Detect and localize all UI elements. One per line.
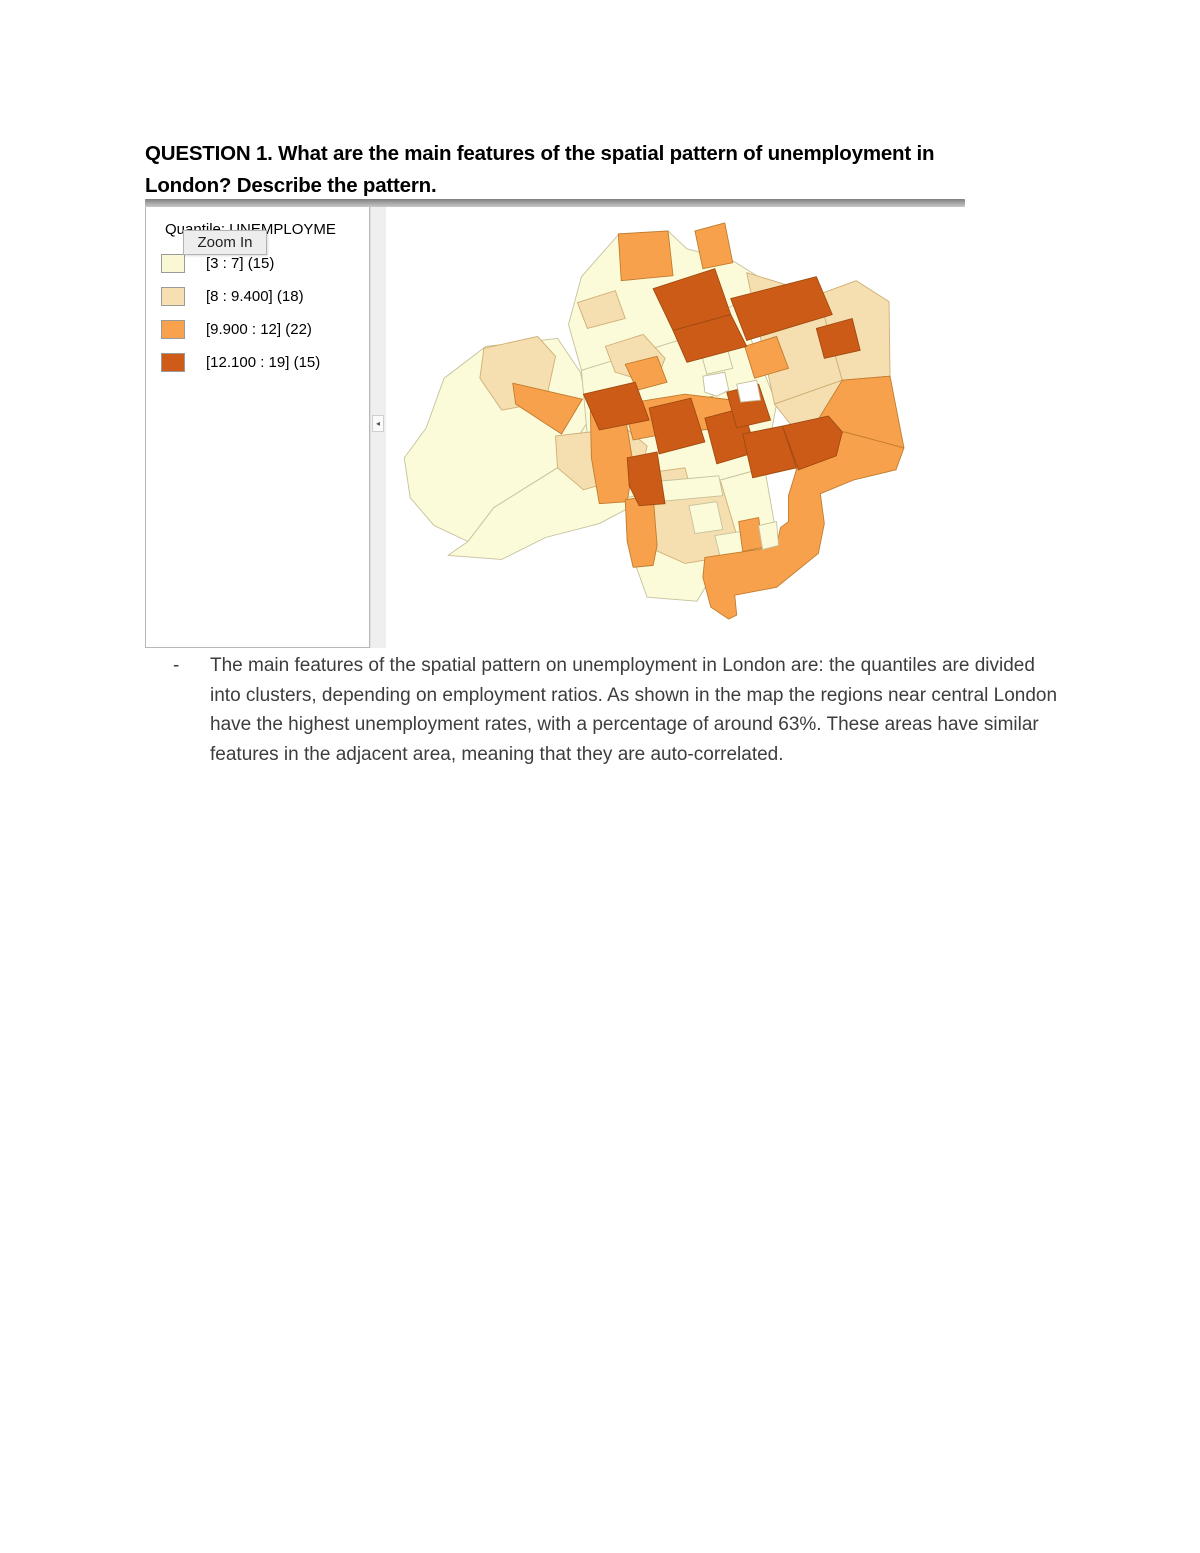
question-heading: QUESTION 1. What are the main features o… <box>145 142 935 197</box>
gis-screenshot: Quantile: UNEMPLOYME Zoom In [3 : 7] (15… <box>145 199 965 648</box>
legend-label: [12.100 : 19] (15) <box>206 354 321 371</box>
map-region-q1[interactable] <box>758 521 779 550</box>
map-region-q4[interactable] <box>742 425 797 479</box>
map-region-q4[interactable] <box>648 397 706 455</box>
map-region-q3[interactable] <box>702 431 905 620</box>
map-region-q4[interactable] <box>582 381 650 431</box>
legend-swatch-q2[interactable] <box>161 287 185 306</box>
map-region-q3[interactable] <box>512 382 583 435</box>
legend-row: [8 : 9.400] (18) <box>161 280 320 313</box>
legend-label: [8 : 9.400] (18) <box>206 288 304 305</box>
legend-panel: Quantile: UNEMPLOYME Zoom In [3 : 7] (15… <box>145 207 370 648</box>
zoom-in-tooltip: Zoom In <box>183 230 267 255</box>
map-region-q3[interactable] <box>694 222 734 270</box>
legend-row: [3 : 7] (15) <box>161 247 320 280</box>
map-region-q2[interactable] <box>576 290 626 329</box>
legend-swatch-q3[interactable] <box>161 320 185 339</box>
map-region-q4[interactable] <box>730 276 833 341</box>
legend-label: [3 : 7] (15) <box>206 255 275 272</box>
map-region-q3[interactable] <box>617 230 674 282</box>
horizontal-scrollbar[interactable] <box>145 199 965 207</box>
legend-swatch-q1[interactable] <box>161 254 185 273</box>
map-region-q3[interactable] <box>624 495 658 568</box>
map-area <box>386 207 965 648</box>
collapse-panel-button[interactable]: ◂ <box>372 415 384 432</box>
legend-swatch-q4[interactable] <box>161 353 185 372</box>
legend-label: [9.900 : 12] (22) <box>206 321 312 338</box>
answer-block: - The main features of the spatial patte… <box>173 651 1063 769</box>
map-region-q4[interactable] <box>782 415 843 471</box>
map-region-q4[interactable] <box>815 318 861 359</box>
panel-splitter[interactable]: ◂ <box>370 207 386 648</box>
map-region-q3[interactable] <box>624 355 668 391</box>
legend-row: [12.100 : 19] (15) <box>161 346 320 379</box>
legend-row: [9.900 : 12] (22) <box>161 313 320 346</box>
answer-text: The main features of the spatial pattern… <box>210 655 1058 765</box>
map-region-q3[interactable] <box>738 517 764 552</box>
map-region-hole[interactable] <box>736 379 762 403</box>
map-region-q4[interactable] <box>626 451 666 507</box>
choropleth-map[interactable] <box>386 207 964 648</box>
map-region-q3[interactable] <box>744 335 789 379</box>
legend-items: [3 : 7] (15) [8 : 9.400] (18) [9.900 : 12]… <box>161 247 320 379</box>
gis-window-body: Quantile: UNEMPLOYME Zoom In [3 : 7] (15… <box>145 207 965 648</box>
map-region-q4[interactable] <box>672 314 748 363</box>
map-region-q1[interactable] <box>688 501 724 534</box>
bullet-dash: - <box>173 655 180 676</box>
map-region-hole[interactable] <box>702 371 730 397</box>
